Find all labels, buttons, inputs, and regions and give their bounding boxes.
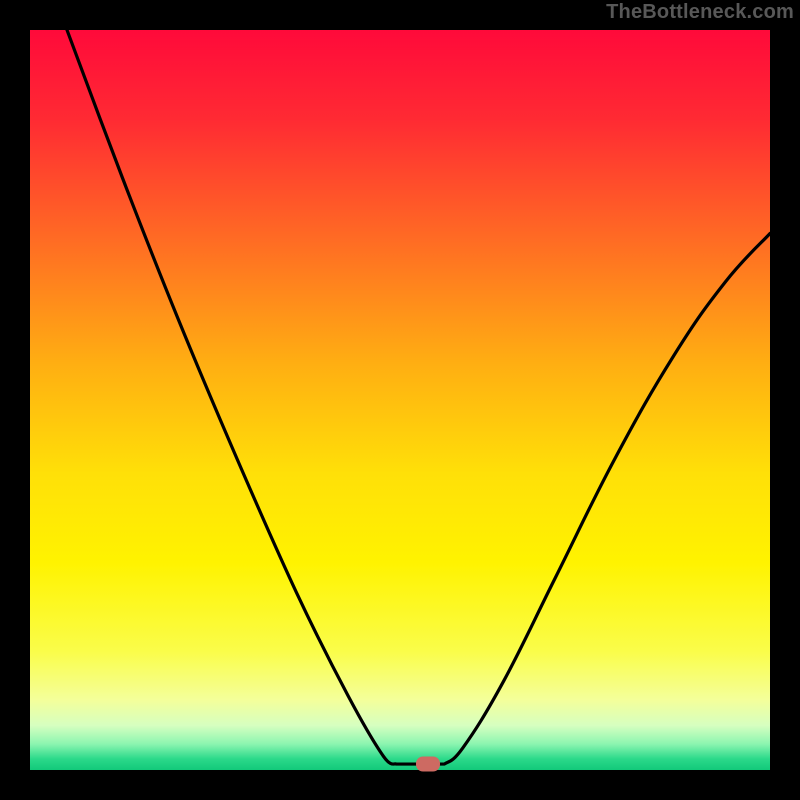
curve-path	[67, 30, 770, 764]
watermark-text: TheBottleneck.com	[606, 1, 794, 24]
optimal-point-marker	[416, 757, 440, 772]
plot-area	[30, 30, 770, 770]
bottleneck-curve	[30, 30, 770, 770]
chart-frame: TheBottleneck.com	[0, 0, 800, 800]
